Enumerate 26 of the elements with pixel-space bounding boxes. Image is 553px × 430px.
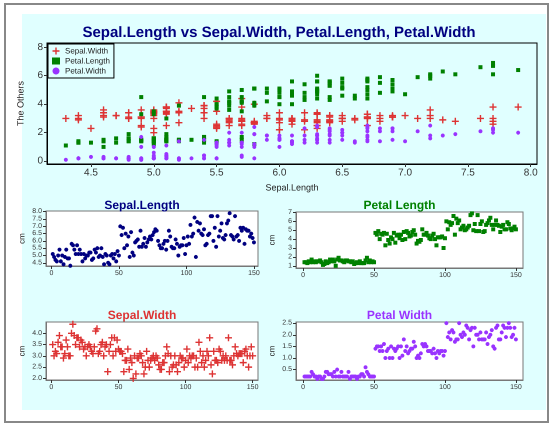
- y-axis-title: cm: [18, 345, 26, 356]
- chart-title: Petal Length: [363, 198, 436, 212]
- y-axis-title: cm: [268, 345, 276, 356]
- x-tick-label: 8.0: [524, 168, 538, 178]
- x-axis-title: Sepal.Length: [265, 182, 319, 192]
- chart-title: Sepal.Length: [104, 198, 180, 212]
- x-tick-label: 6.5: [335, 168, 350, 178]
- chart-title: Sepal.Width: [108, 308, 176, 322]
- y-tick-label: 6: [37, 70, 44, 82]
- y-tick-label: 0: [37, 156, 44, 167]
- x-tick-label: 4.5: [84, 168, 98, 178]
- y-axis-title: cm: [268, 234, 276, 246]
- y-axis-title: cm: [18, 232, 26, 244]
- y-axis-title: The Others: [16, 80, 26, 126]
- x-tick-label: 7.5: [460, 168, 476, 178]
- legend-label: Petal.Length: [65, 56, 110, 66]
- legend-label: Petal.Width: [65, 66, 106, 76]
- x-tick-label: 5.5: [210, 168, 224, 178]
- y-tick-label: 4: [37, 98, 44, 110]
- x-tick-label: 5.0: [146, 168, 162, 178]
- chart-title: Sepal.Length vs Sepal.Width, Petal.Length, Petal.Width: [82, 24, 476, 41]
- y-tick-label: 8: [37, 42, 44, 53]
- y-tick-label: 2: [37, 127, 44, 138]
- legend-label: Sepal.Width: [65, 46, 108, 56]
- x-tick-label: 7.0: [398, 168, 412, 178]
- chart-title: Petal Width: [366, 308, 432, 322]
